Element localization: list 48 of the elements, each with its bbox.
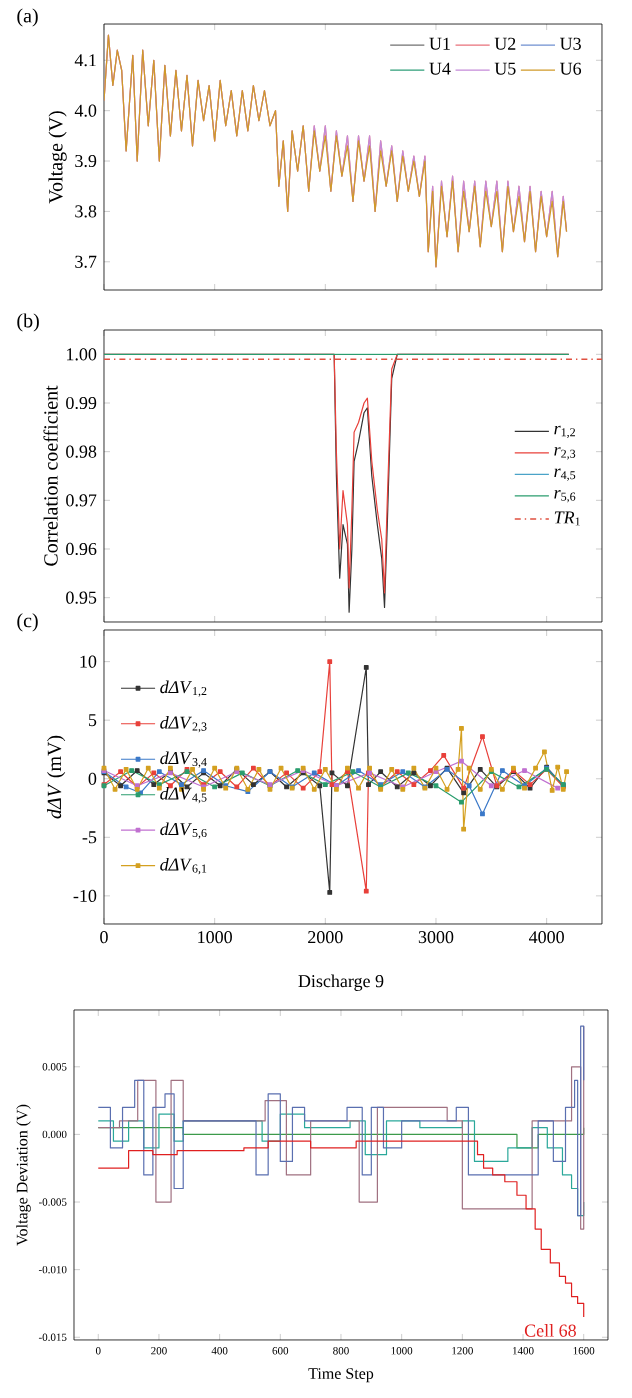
y-tick-label: -5 <box>82 831 97 844</box>
y-tick-label: 1.00 <box>67 348 97 361</box>
x-tick-label: 4000 <box>528 931 564 944</box>
legend-label: dΔV$_{4,5}$ <box>160 786 207 804</box>
y-tick-label: 4.0 <box>74 104 97 117</box>
y-axis-title: Voltage Deviation (V) <box>16 1104 31 1246</box>
x-tick-label: 3000 <box>418 931 454 944</box>
legend-label: dΔV$_{6,1}$ <box>160 857 207 875</box>
y-tick-label: 0.95 <box>66 591 97 604</box>
legend-label: dΔV$_{1,2}$ <box>160 680 207 697</box>
y-tick-label: 0.96 <box>66 542 97 556</box>
x-tick-label: 1000 <box>198 931 232 944</box>
y-tick-label: 3.7 <box>75 255 97 268</box>
legend-label: U6 <box>559 62 582 75</box>
y-tick-label: 3.9 <box>75 154 97 168</box>
x-axis-title: Time Step <box>308 1368 374 1383</box>
legend-label: U4 <box>429 62 451 75</box>
chart-title: Discharge 9 <box>298 974 384 991</box>
x-tick-label: 0 <box>100 931 108 944</box>
legend-label: U1 <box>429 37 450 50</box>
legend-label: r$_{5,6}$ <box>554 490 576 503</box>
legend-label: U3 <box>559 37 581 50</box>
y-axis-title: dΔV (mV) <box>47 735 66 819</box>
y-tick-label: 3.8 <box>75 205 97 218</box>
legend-label: r$_{4,5}$ <box>554 468 576 481</box>
chart-title: (b) <box>17 313 39 332</box>
legend-label: U5 <box>494 62 516 75</box>
y-tick-label: -10 <box>73 889 97 902</box>
y-axis-title: Voltage (V) <box>48 111 67 204</box>
chart-title: (c) <box>17 613 38 632</box>
legend-label: TR$_{1}$ <box>554 511 580 526</box>
legend-label: dΔV$_{3,4}$ <box>160 751 207 768</box>
y-tick-label: 0.98 <box>66 445 97 458</box>
y-tick-label: 0.99 <box>66 396 97 410</box>
y-tick-label: 0 <box>88 772 97 785</box>
y-tick-label: 4.1 <box>74 54 96 67</box>
y-tick-label: 10 <box>80 655 97 668</box>
chart-title: (a) <box>17 8 38 27</box>
legend-label: dΔV$_{5,6}$ <box>160 822 207 839</box>
y-axis-title: Correlation coefficient <box>43 385 58 566</box>
legend-label: U2 <box>494 37 516 50</box>
y-tick-label: 0.97 <box>66 494 97 507</box>
legend-label: r$_{2,3}$ <box>554 447 576 460</box>
legend-label: r$_{1,2}$ <box>554 425 575 438</box>
x-tick-label: 2000 <box>308 931 343 944</box>
series-label: Cell 68 <box>524 1324 576 1337</box>
legend-label: dΔV$_{2,3}$ <box>160 716 207 733</box>
y-tick-label: 5 <box>88 714 97 727</box>
